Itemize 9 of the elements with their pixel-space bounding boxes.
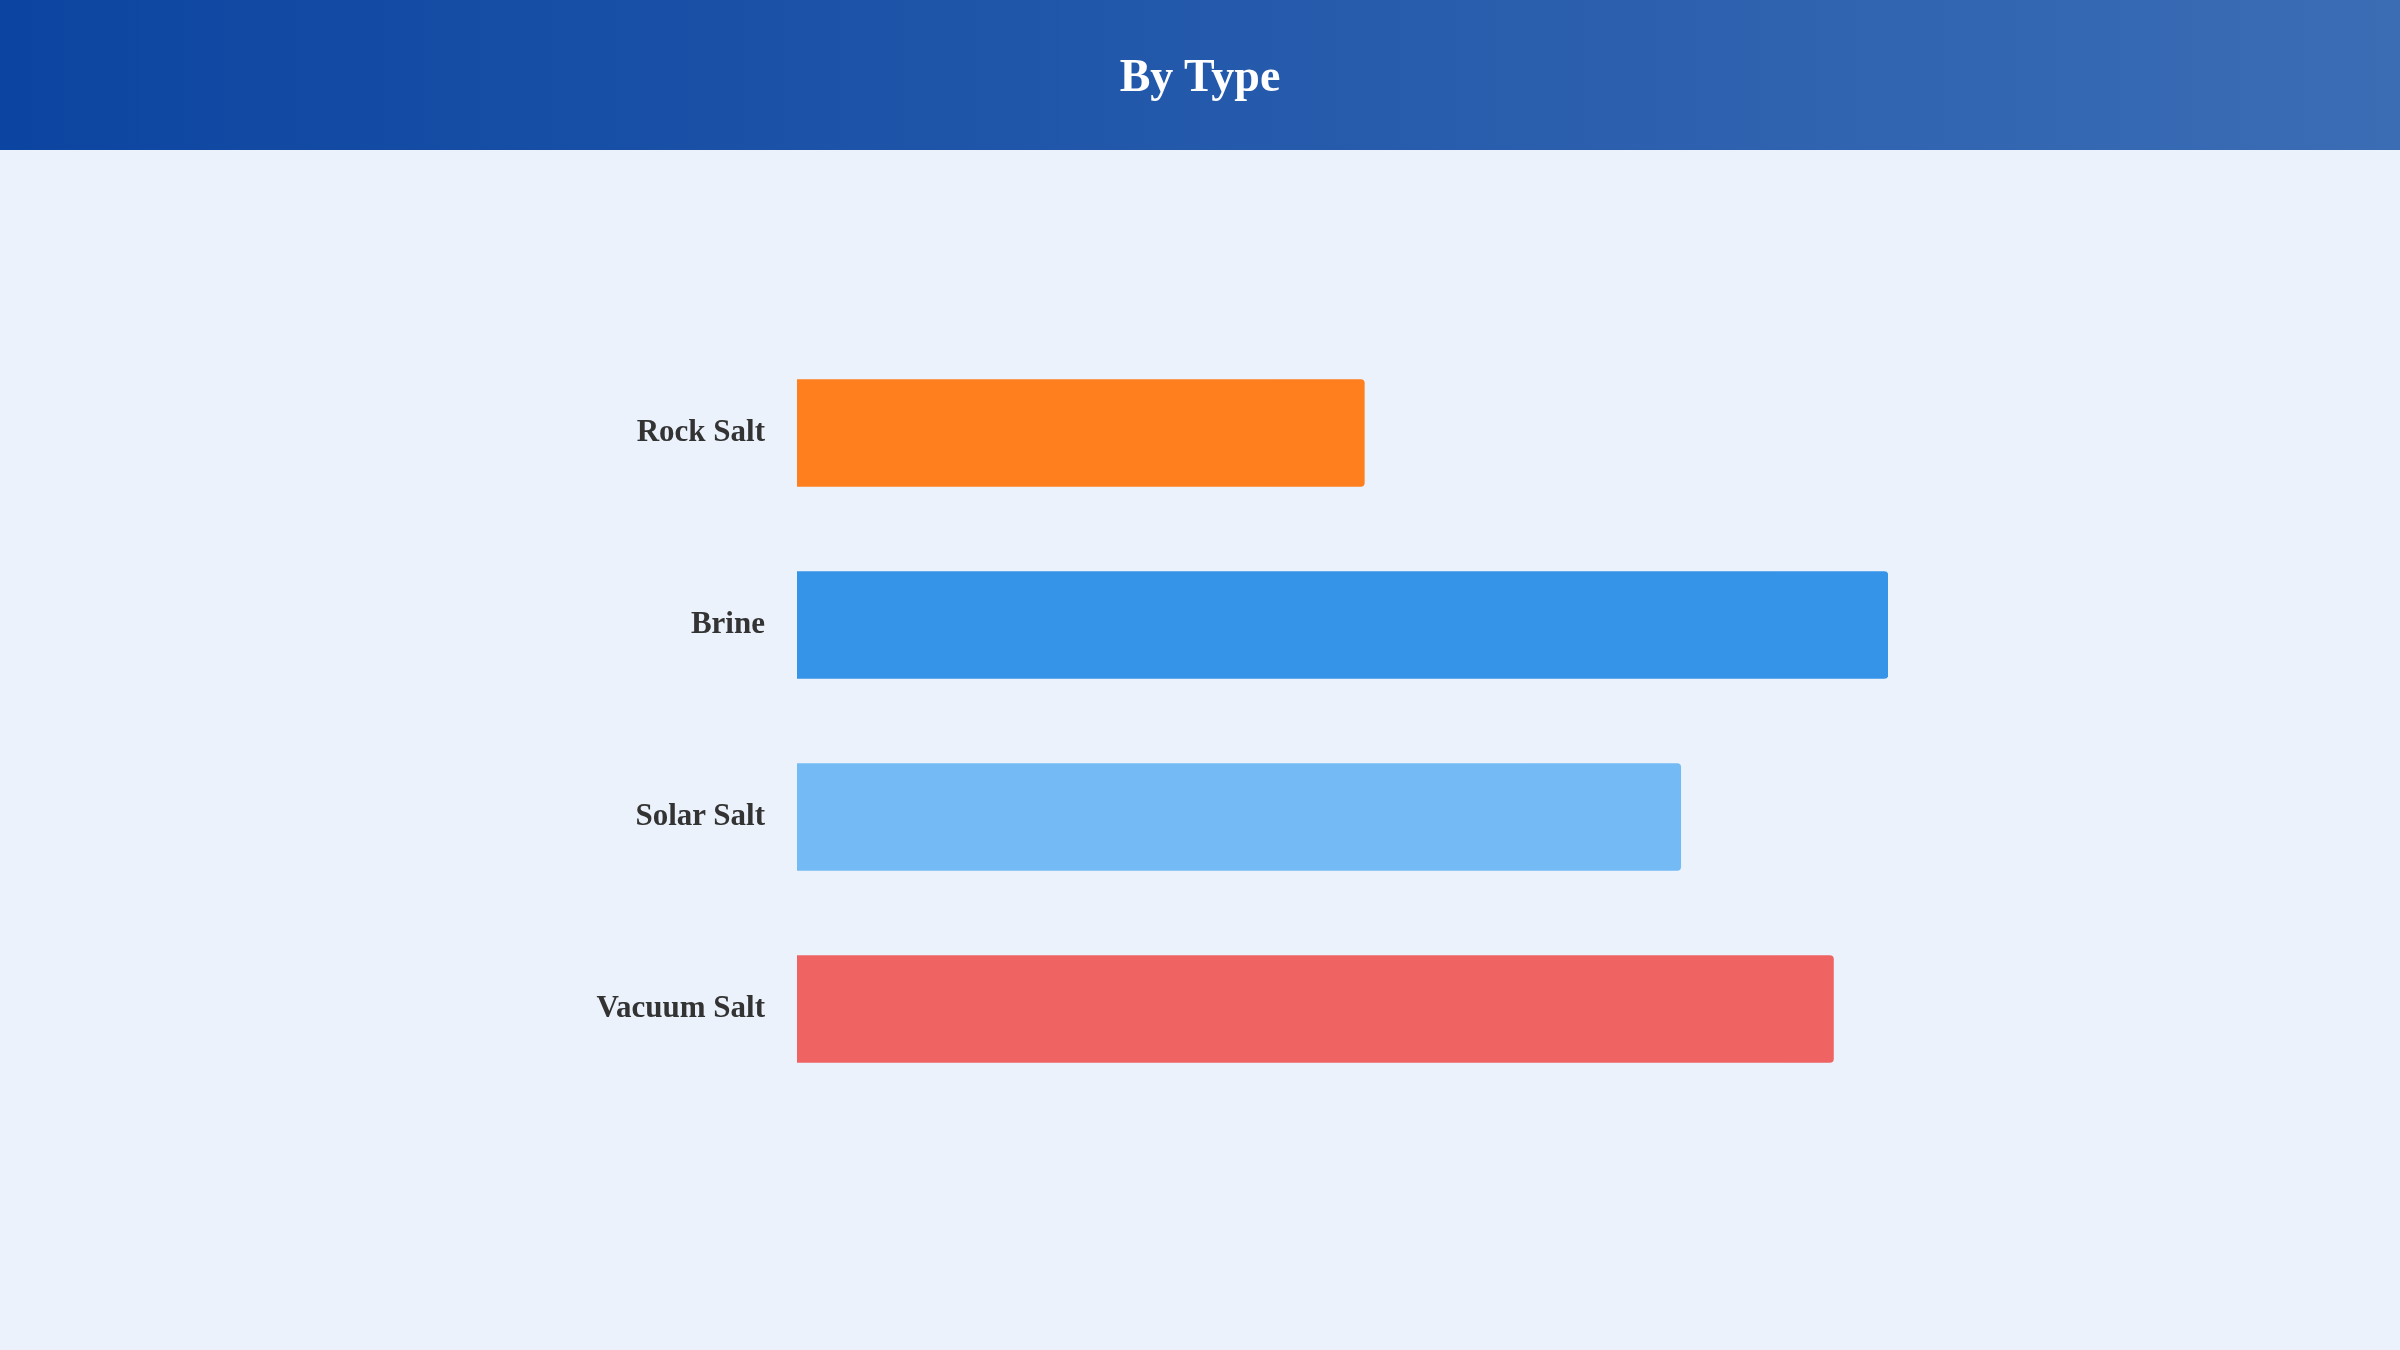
y-tick-label: Brine: [690, 605, 765, 641]
bar: [797, 763, 1682, 871]
bar: [797, 379, 1365, 487]
chart-title: By Type: [1119, 48, 1281, 102]
y-tick-label: Vacuum Salt: [596, 989, 766, 1025]
y-tick-label: Rock Salt: [636, 413, 766, 449]
bar: [797, 571, 1888, 679]
bar: [797, 955, 1834, 1063]
y-tick-label: Solar Salt: [635, 797, 766, 833]
